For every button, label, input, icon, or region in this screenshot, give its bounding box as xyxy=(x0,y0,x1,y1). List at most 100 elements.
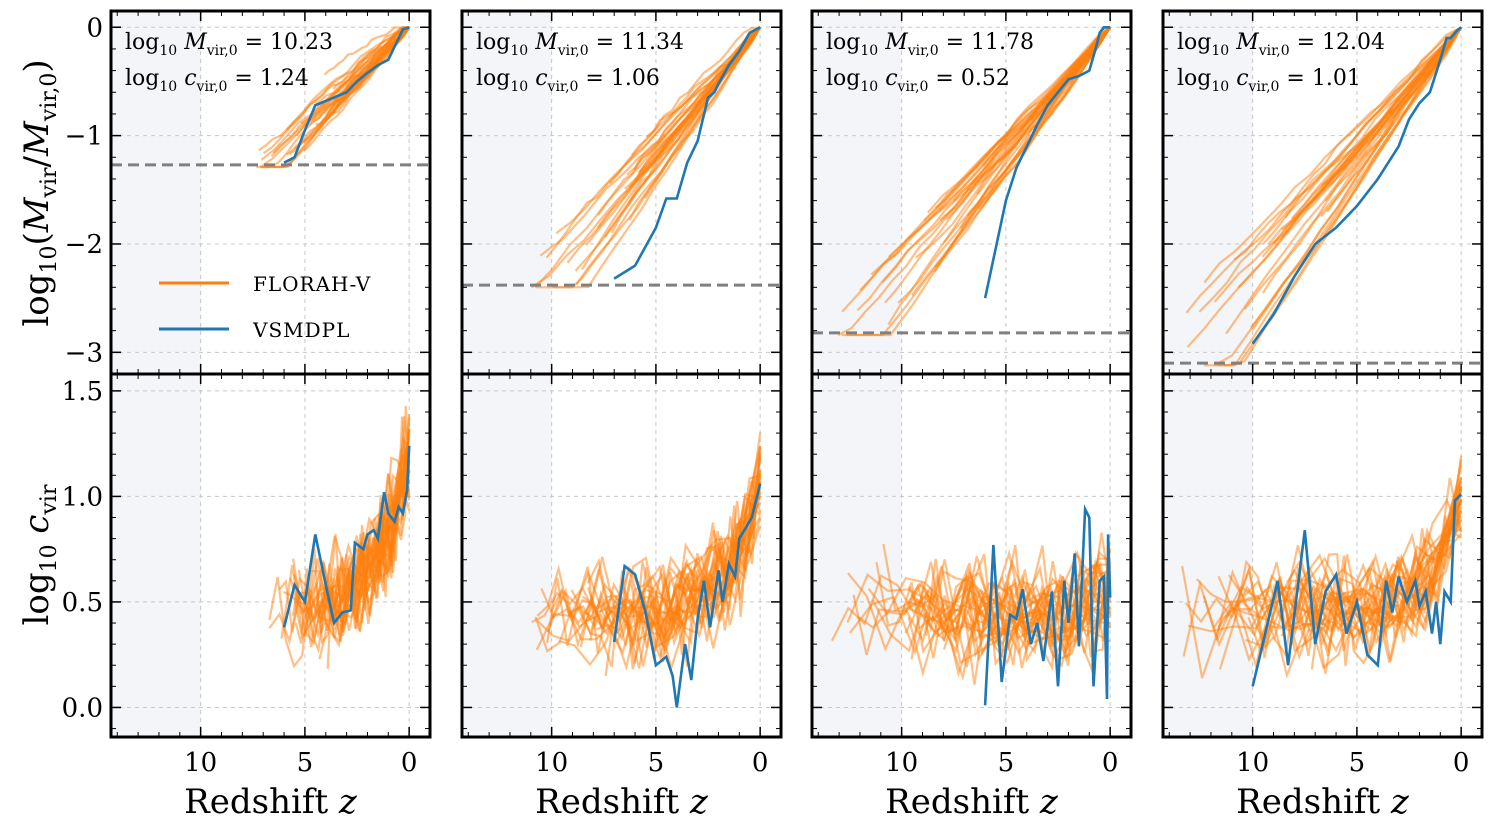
y-tick-label: 1.0 xyxy=(62,482,103,512)
panel-mass-1: 0 −1 −2 −3 log10 Mvir,0 = 10.23 log10 cvir,0 … xyxy=(65,9,432,376)
bottom-y-axis-label: log10 cvir xyxy=(17,484,62,625)
florah-v-series xyxy=(1188,532,1463,633)
florah-v-series xyxy=(1272,26,1463,245)
florah-v-series xyxy=(849,573,1111,678)
x-axis-label: Redshift z xyxy=(184,782,358,822)
panels-layer: 0 −1 −2 −3 log10 Mvir,0 = 10.23 log10 cvir,0 … xyxy=(62,9,1484,822)
x-tick-label: 5 xyxy=(648,748,665,778)
x-tick-label: 0 xyxy=(401,748,418,778)
vsmdpl-series xyxy=(283,26,410,164)
annotation-logc0: log10 cvir,0 = 0.52 xyxy=(826,66,1010,95)
florah-v-series xyxy=(332,26,410,90)
florah-v-series xyxy=(624,480,762,647)
high-z-shade xyxy=(462,374,552,737)
y-tick-label: −2 xyxy=(65,230,103,260)
y-tick-label: 0.0 xyxy=(62,693,103,723)
florah-v-series xyxy=(1204,26,1463,367)
panel-frame xyxy=(1161,372,1484,739)
y-tick-label: −1 xyxy=(65,122,103,152)
annotation-logm0: log10 Mvir,0 = 11.78 xyxy=(826,30,1034,59)
florah-v-series xyxy=(1247,482,1463,658)
x-tick-label: 5 xyxy=(1349,748,1366,778)
florah-v-series xyxy=(630,26,761,156)
annotation-logc0: log10 cvir,0 = 1.01 xyxy=(1177,66,1361,95)
vsmdpl-series xyxy=(1251,26,1462,345)
y-tick-label: 0.5 xyxy=(62,588,103,618)
plot-area xyxy=(831,504,1112,706)
x-tick-label: 5 xyxy=(998,748,1015,778)
x-axis-label: Redshift z xyxy=(1236,782,1410,822)
panel-conc-2: 10 5 0 Redshift z xyxy=(460,372,783,822)
florah-v-series xyxy=(969,26,1111,186)
annotation-logm0: log10 Mvir,0 = 12.04 xyxy=(1177,30,1385,59)
high-z-shade xyxy=(111,11,201,374)
florah-v-series xyxy=(897,26,1112,304)
florah-v-series xyxy=(942,26,1112,244)
plot-area xyxy=(1163,26,1482,367)
florah-v-series xyxy=(1237,26,1462,289)
x-tick-label: 10 xyxy=(184,748,217,778)
florah-v-series xyxy=(852,560,1112,665)
florah-v-series xyxy=(259,26,410,168)
annotation-logm0: log10 Mvir,0 = 11.34 xyxy=(476,30,684,59)
florah-v-series xyxy=(1203,26,1462,284)
vsmdpl-series xyxy=(1251,493,1463,687)
x-tick-label: 5 xyxy=(297,748,314,778)
high-z-shade xyxy=(812,11,902,374)
panel-frame xyxy=(810,372,1133,739)
high-z-shade xyxy=(1163,11,1253,374)
panel-mass-2: log10 Mvir,0 = 11.34 log10 cvir,0 = 1.06 xyxy=(460,9,783,376)
x-tick-label: 0 xyxy=(1102,748,1119,778)
florah-v-series xyxy=(323,26,410,76)
florah-v-series xyxy=(1232,476,1463,649)
plot-area xyxy=(1181,455,1463,687)
vsmdpl-series xyxy=(612,483,762,708)
y-tick-label: 1.5 xyxy=(62,377,103,407)
y-tick-label: −3 xyxy=(65,338,103,368)
plot-area xyxy=(462,26,781,289)
x-axis-label: Redshift z xyxy=(535,782,709,822)
high-z-shade xyxy=(1163,374,1253,737)
panel-conc-1: 1.5 1.0 0.5 0.0 10 5 0 Redshift z xyxy=(62,372,432,822)
vsmdpl-series xyxy=(282,445,411,628)
panel-conc-4: 10 5 0 Redshift z xyxy=(1161,372,1484,822)
vsmdpl-series xyxy=(983,26,1111,299)
florah-v-series xyxy=(1298,519,1462,653)
annotation-logc0: log10 cvir,0 = 1.24 xyxy=(125,66,309,95)
florah-v-series xyxy=(566,26,762,264)
plot-area xyxy=(812,26,1131,337)
florah-v-series xyxy=(847,565,1112,673)
panel-mass-3: log10 Mvir,0 = 11.78 log10 cvir,0 = 0.52 xyxy=(810,9,1133,376)
panel-frame xyxy=(460,372,783,739)
florah-v-series xyxy=(1227,497,1463,679)
florah-v-series xyxy=(540,456,762,648)
annotation-logm0: log10 Mvir,0 = 10.23 xyxy=(125,30,333,59)
florah-v-series xyxy=(1295,488,1463,646)
legend: FLORAH-V VSMDPL xyxy=(159,272,371,342)
x-tick-label: 10 xyxy=(535,748,568,778)
panel-conc-3: 10 5 0 Redshift z xyxy=(810,372,1133,822)
florah-v-series xyxy=(955,560,1112,659)
top-y-axis-label: log10(Mvir/Mvir,0) xyxy=(17,59,62,326)
y-tick-label: 0 xyxy=(86,13,103,43)
florah-v-series xyxy=(1184,499,1463,670)
high-z-shade xyxy=(111,374,201,737)
panel-frame xyxy=(109,372,432,739)
legend-label: VSMDPL xyxy=(252,318,350,342)
x-tick-label: 0 xyxy=(1453,748,1470,778)
florah-v-series xyxy=(1250,26,1463,329)
panel-mass-4: log10 Mvir,0 = 12.04 log10 cvir,0 = 1.01 xyxy=(1161,9,1484,376)
x-tick-label: 10 xyxy=(1236,748,1269,778)
florah-v-series xyxy=(923,26,1111,222)
x-tick-label: 0 xyxy=(752,748,769,778)
x-axis-label: Redshift z xyxy=(885,782,1059,822)
florah-v-series xyxy=(325,26,410,116)
x-tick-label: 10 xyxy=(885,748,918,778)
high-z-shade xyxy=(462,11,552,374)
legend-label: FLORAH-V xyxy=(253,272,371,296)
plot-area xyxy=(531,432,762,708)
vsmdpl-series xyxy=(983,504,1112,706)
high-z-shade xyxy=(812,374,902,737)
plot-area xyxy=(268,405,411,669)
